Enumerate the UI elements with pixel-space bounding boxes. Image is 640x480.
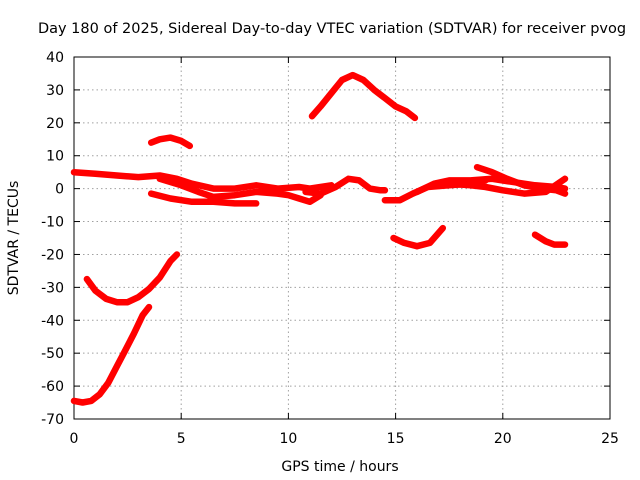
y-tick-label: 10 [46, 149, 64, 165]
x-tick-label: 20 [494, 431, 512, 447]
y-tick-label: -20 [41, 247, 64, 263]
y-tick-label: 40 [46, 50, 64, 66]
x-tick-label: 25 [601, 431, 619, 447]
grid-lines [74, 57, 610, 419]
axis-ticks: 0 5 10 15 20 25 -70 -60 -50 -40 -30 -20 -10 0 10 20 30 40 [41, 50, 619, 447]
series-arc-band-5 [445, 175, 569, 197]
x-tick-label: 0 [70, 431, 79, 447]
chart-title: Day 180 of 2025, Sidereal Day-to-day VTE… [38, 21, 626, 37]
y-tick-label: -50 [41, 346, 64, 362]
y-tick-label: -60 [41, 379, 64, 395]
y-axis-label: SDTVAR / TECUs [6, 181, 22, 296]
series-arc-dip-35 [83, 251, 181, 306]
y-tick-label: 30 [46, 83, 64, 99]
series-arc-low-rise [70, 303, 153, 406]
y-tick-label: -70 [41, 412, 64, 428]
series-arc-band-2 [156, 175, 324, 206]
x-tick-label: 5 [177, 431, 186, 447]
series-arc-peak-34 [308, 71, 419, 122]
series-arc-hump-3 [302, 175, 389, 197]
series-arc-band-4 [473, 163, 569, 197]
series-arc-dip-17 [390, 224, 447, 250]
y-tick-label: -40 [41, 313, 64, 329]
data-series [70, 71, 569, 406]
series-arc-zero-band [70, 168, 335, 192]
y-tick-label: 20 [46, 116, 64, 132]
series-arc-hump-15 [147, 134, 194, 150]
x-axis-label: GPS time / hours [281, 459, 398, 475]
x-tick-label: 10 [279, 431, 297, 447]
plot-frame [73, 56, 611, 420]
series-arc-minus5 [147, 190, 260, 207]
y-tick-label: -30 [41, 280, 64, 296]
x-tick-label: 15 [387, 431, 405, 447]
series-arc-tail-17 [531, 231, 569, 248]
y-tick-label: 0 [55, 182, 64, 198]
y-tick-label: -10 [41, 215, 64, 231]
